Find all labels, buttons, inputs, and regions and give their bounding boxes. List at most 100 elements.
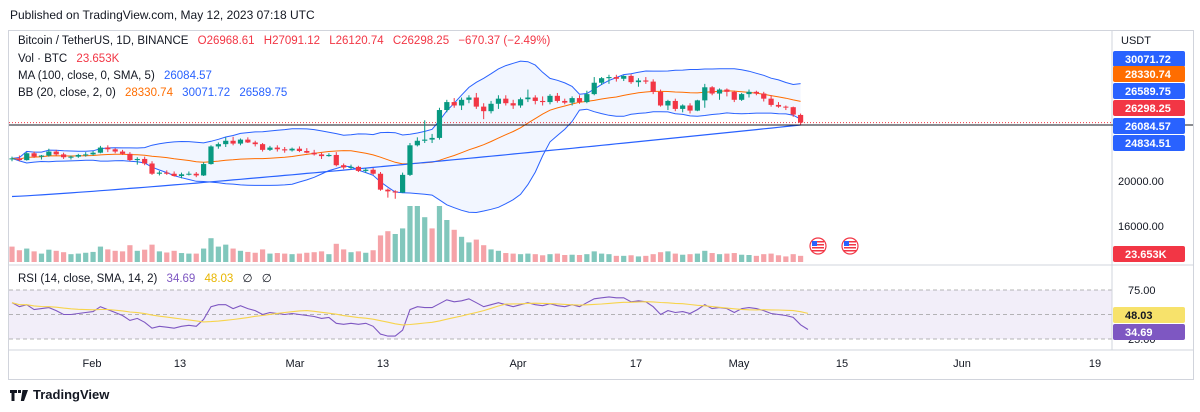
volume-bar — [134, 250, 140, 262]
candle-body — [400, 174, 406, 193]
price-tag-bg — [1113, 118, 1185, 134]
candle-body — [171, 173, 177, 177]
candle-body — [252, 142, 258, 145]
volume-bar — [311, 252, 317, 262]
candle-body — [672, 100, 678, 109]
candle-body — [68, 156, 74, 158]
flag-stripe — [844, 250, 856, 252]
candle-body — [783, 106, 789, 108]
volume-bar — [591, 251, 597, 262]
legend-rsi-label[interactable]: RSI (14, close, SMA, 14, 2) — [18, 273, 158, 285]
legend-ma-label[interactable]: MA (100, close, 0, SMA, 5) — [18, 70, 155, 82]
legend-vol-label[interactable]: Vol · BTC — [18, 53, 68, 65]
volume-bar — [407, 206, 413, 262]
volume-bar — [503, 253, 509, 262]
legend-ma: MA (100, close, 0, SMA, 5) 26084.57 — [18, 70, 218, 82]
footer-brand-label: TradingView — [33, 387, 110, 402]
candle-body — [775, 104, 782, 107]
price-tag-bg — [1113, 100, 1185, 116]
legend-bb-label[interactable]: BB (20, close, 2, 0) — [18, 87, 116, 99]
footer-brand[interactable]: TradingView — [10, 387, 109, 402]
volume-bar — [53, 250, 59, 262]
price-tag-label: 34.69 — [1125, 327, 1153, 339]
volume-bar — [606, 254, 612, 262]
candle-body — [797, 114, 804, 123]
volume-bar — [304, 252, 310, 262]
volume-bar — [60, 252, 67, 262]
volume-bar — [142, 249, 148, 262]
price-tag: 30071.72 — [1113, 51, 1185, 67]
candle-body — [503, 98, 509, 104]
candle-body — [377, 173, 384, 190]
candle-body — [363, 169, 369, 171]
candle-body — [83, 154, 89, 156]
rsi-ma-line — [11, 301, 809, 326]
volume-bar — [495, 250, 502, 262]
candle-body — [289, 148, 295, 151]
candle-body — [665, 100, 671, 106]
volume-bar — [680, 254, 686, 262]
price-tag: 28330.74 — [1113, 66, 1185, 82]
volume-bar — [282, 253, 288, 262]
candle-body — [525, 97, 531, 100]
volume-bar — [657, 252, 664, 262]
volume-bar — [245, 251, 251, 262]
volume-bar — [451, 229, 457, 262]
volume-bar — [473, 239, 479, 262]
flag-stripe — [844, 247, 856, 249]
candle-body — [621, 75, 627, 79]
volume-bar — [127, 245, 133, 262]
flag-stripe — [844, 244, 856, 246]
legend-symbol[interactable]: Bitcoin / TetherUS, 1D, BINANCE — [18, 35, 189, 47]
volume-bar — [38, 253, 45, 262]
price-tag-bg — [1113, 246, 1185, 262]
candle-body — [355, 166, 361, 171]
candle-body — [458, 99, 465, 106]
candle-body — [208, 146, 214, 165]
candle-body — [296, 148, 303, 151]
us-flag-icon — [841, 237, 859, 255]
candle-body — [495, 98, 502, 104]
volume-bar — [444, 220, 450, 262]
price-tag-label: 26298.25 — [1125, 103, 1171, 115]
candle-body — [119, 151, 126, 154]
candle-body — [407, 145, 413, 175]
volume-bar — [149, 244, 155, 262]
chart-frame[interactable] — [8, 30, 1194, 380]
candle-body — [9, 158, 15, 160]
volume-bar — [576, 255, 583, 262]
candle-body — [414, 140, 420, 146]
candle-body — [105, 147, 111, 150]
volume-bar — [422, 217, 428, 262]
legend-bb-lower: 26589.75 — [239, 87, 288, 99]
candle-body — [444, 102, 450, 111]
price-tag: 26298.25 — [1113, 100, 1185, 116]
ma-line — [11, 124, 801, 198]
candle-body — [687, 105, 693, 111]
volume-bar — [385, 231, 391, 262]
candle-body — [562, 100, 568, 103]
candle-body — [60, 154, 67, 158]
candle-body — [370, 169, 376, 174]
volume-bar — [355, 251, 361, 262]
price-tag: 23.653K — [1113, 246, 1185, 262]
volume-bar — [296, 253, 303, 262]
candle-body — [628, 75, 634, 83]
candle-body — [149, 163, 155, 174]
volume-bar — [466, 242, 472, 262]
legend-ohlc: Bitcoin / TetherUS, 1D, BINANCE O26968.6… — [18, 35, 556, 47]
candle-body — [237, 139, 244, 144]
volume-bar — [783, 256, 789, 262]
price-tag-bg — [1113, 66, 1185, 82]
price-tag-label: 26084.57 — [1125, 121, 1171, 133]
volume-bar — [171, 250, 177, 262]
volume-bar — [613, 255, 619, 262]
volume-bar — [458, 236, 465, 262]
volume-bar — [348, 252, 354, 262]
volume-bar — [672, 253, 678, 262]
candle-body — [532, 97, 538, 101]
volume-bar — [97, 246, 104, 262]
flag-stripe — [812, 250, 824, 252]
volume-bar — [650, 254, 656, 262]
